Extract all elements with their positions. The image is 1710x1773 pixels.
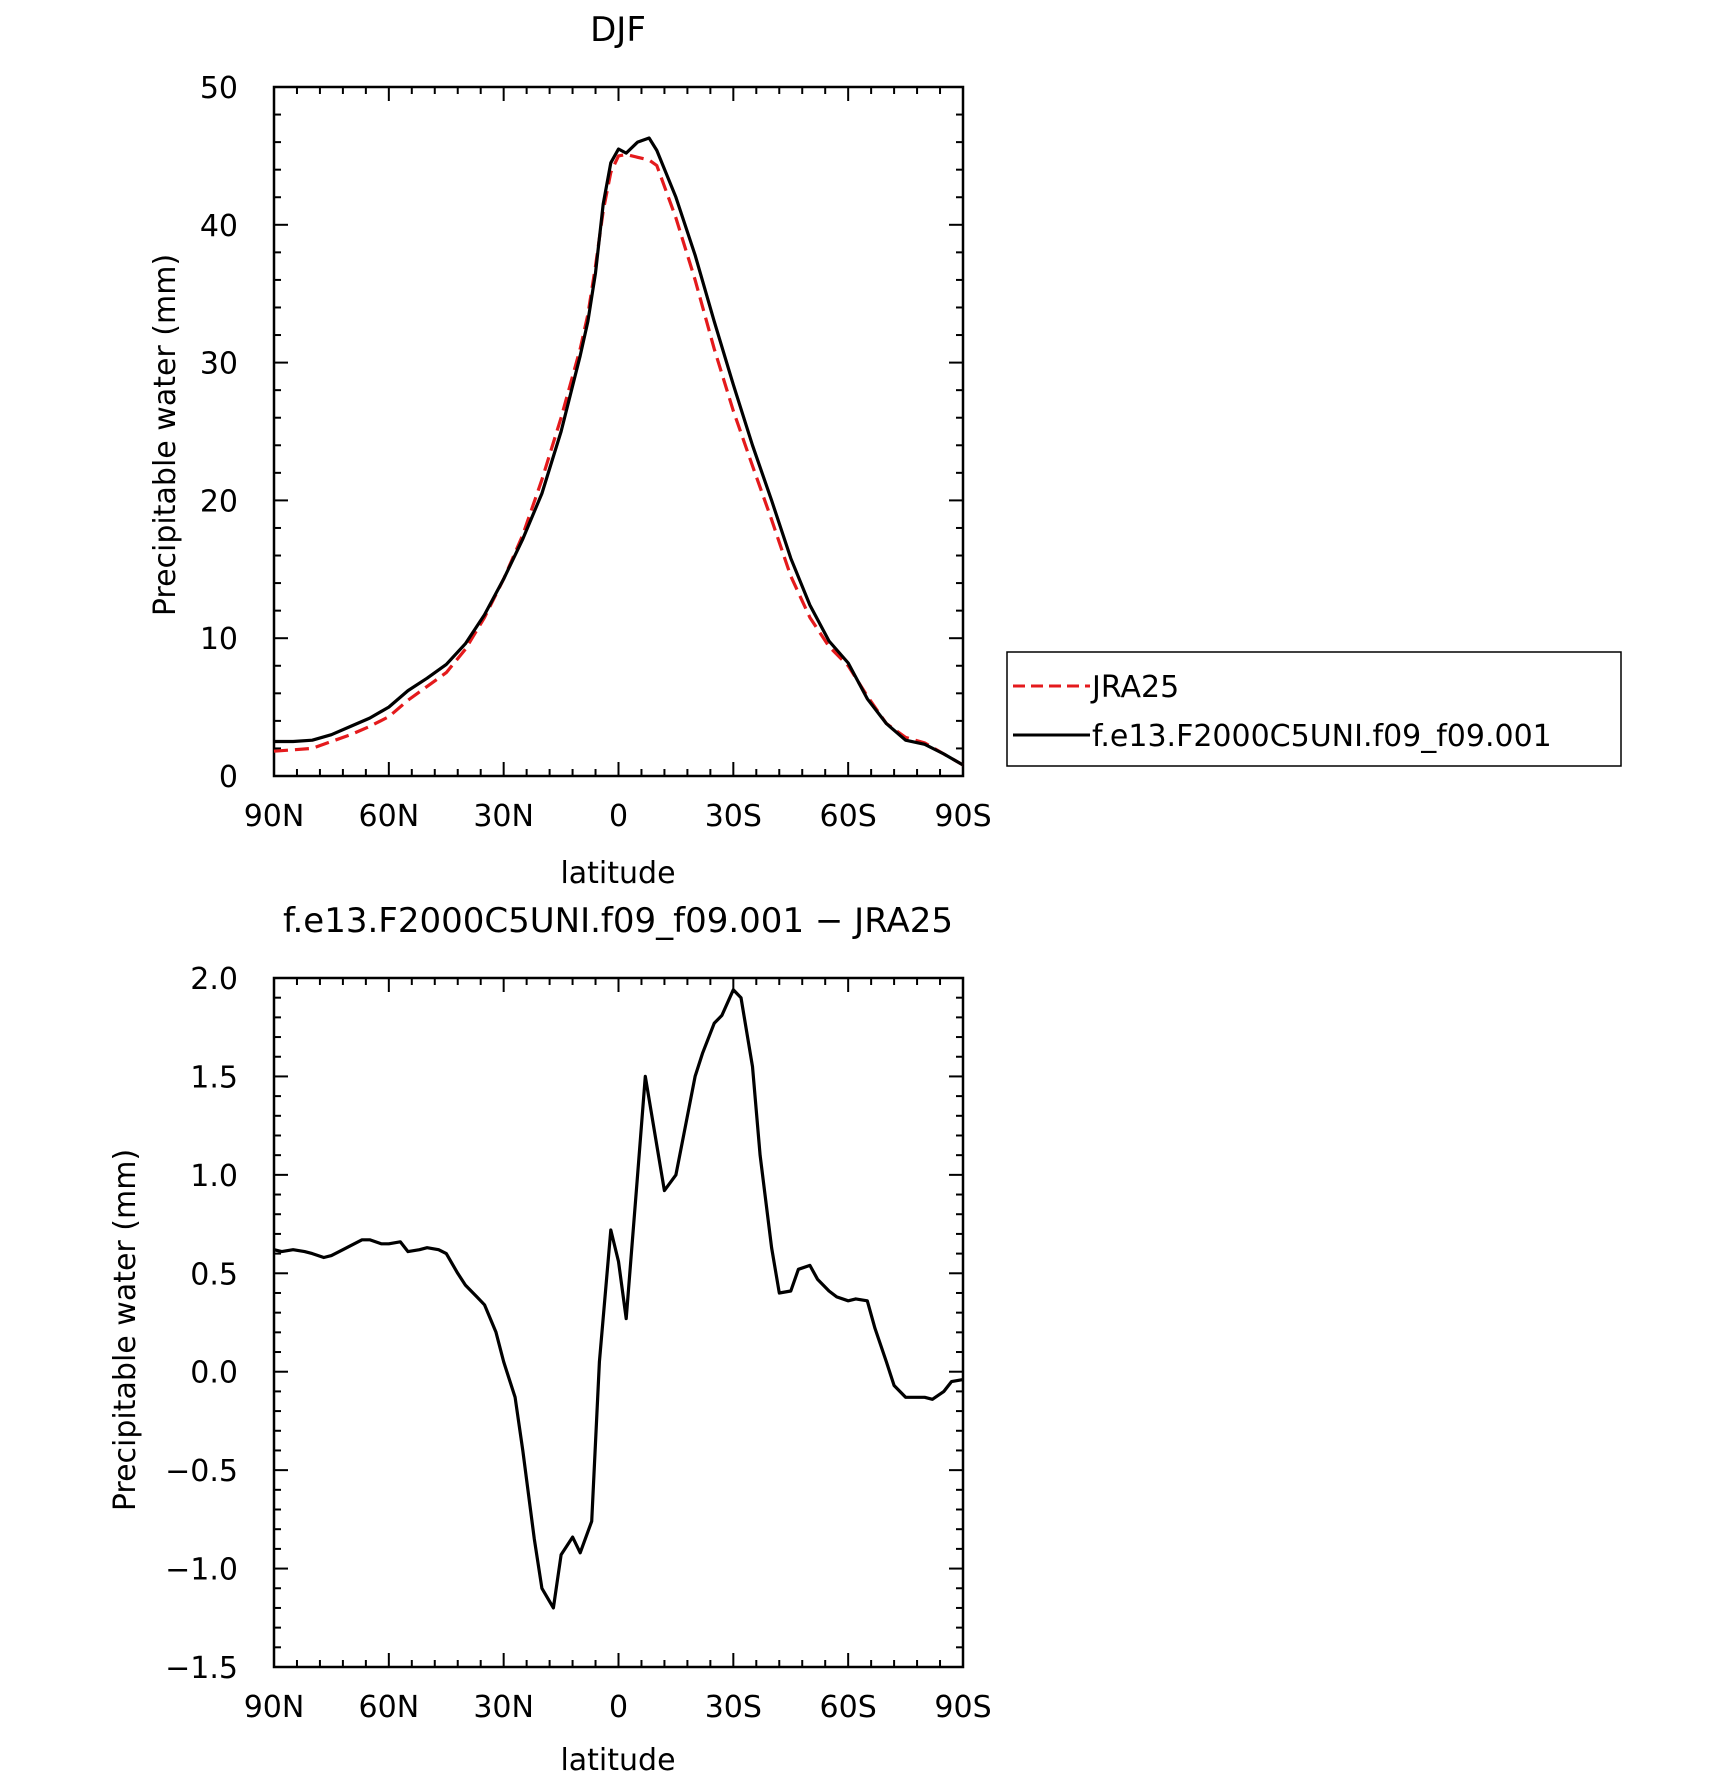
- y-tick-label: 20: [200, 484, 238, 519]
- x-tick-label: 0: [609, 799, 628, 834]
- y-tick-label: −0.5: [165, 1454, 238, 1489]
- y-tick-label: 0.5: [190, 1257, 238, 1292]
- x-tick-label: 30N: [473, 1690, 534, 1725]
- bottom-panel: f.e13.F2000C5UNI.f09_f09.001 − JRA25 Pre…: [108, 901, 992, 1773]
- y-tick-label: 50: [200, 71, 238, 106]
- legend-frame: [1006, 651, 1622, 767]
- bottom-panel-x-axis-label: latitude: [560, 1743, 675, 1773]
- x-tick-label: 90S: [934, 799, 991, 834]
- top-panel-title: DJF: [590, 10, 646, 50]
- bottom-panel-y-axis-label: Precipitable water (mm): [108, 1149, 143, 1511]
- x-tick-label: 90N: [244, 799, 305, 834]
- x-tick-label: 60N: [359, 799, 420, 834]
- y-tick-label: 2.0: [190, 962, 238, 997]
- x-tick-label: 30N: [473, 799, 534, 834]
- legend-label-jra25: JRA25: [1090, 670, 1179, 705]
- y-tick-label: −1.0: [165, 1553, 238, 1588]
- x-tick-label: 60S: [820, 799, 877, 834]
- y-tick-label: 1.5: [190, 1060, 238, 1095]
- y-tick-label: −1.5: [165, 1651, 238, 1686]
- x-tick-label: 0: [609, 1690, 628, 1725]
- y-tick-label: 0.0: [190, 1356, 238, 1391]
- y-tick-label: 10: [200, 622, 238, 657]
- x-tick-label: 30S: [705, 1690, 762, 1725]
- top-panel: DJF Precipitable water (mm) latitude 90N…: [148, 10, 992, 891]
- top-panel-y-axis-label: Precipitable water (mm): [148, 254, 183, 616]
- series-line-jra25: [273, 152, 964, 767]
- series-line-f-e13-f2000c5uni-f09-f09-001: [274, 136, 964, 767]
- x-tick-label: 30S: [705, 799, 762, 834]
- x-tick-label: 60S: [820, 1690, 877, 1725]
- series-line-difference: [273, 988, 964, 1610]
- y-tick-label: 40: [200, 209, 238, 244]
- x-tick-label: 90S: [934, 1690, 991, 1725]
- top-panel-x-axis-label: latitude: [560, 856, 675, 891]
- legend: JRA25 f.e13.F2000C5UNI.f09_f09.001: [1006, 651, 1622, 767]
- legend-label-model: f.e13.F2000C5UNI.f09_f09.001: [1092, 719, 1552, 754]
- y-tick-label: 0: [219, 760, 238, 795]
- y-tick-label: 30: [200, 347, 238, 382]
- y-tick-label: 1.0: [190, 1159, 238, 1194]
- x-tick-label: 60N: [359, 1690, 420, 1725]
- bottom-panel-title: f.e13.F2000C5UNI.f09_f09.001 − JRA25: [283, 901, 953, 941]
- x-tick-label: 90N: [244, 1690, 305, 1725]
